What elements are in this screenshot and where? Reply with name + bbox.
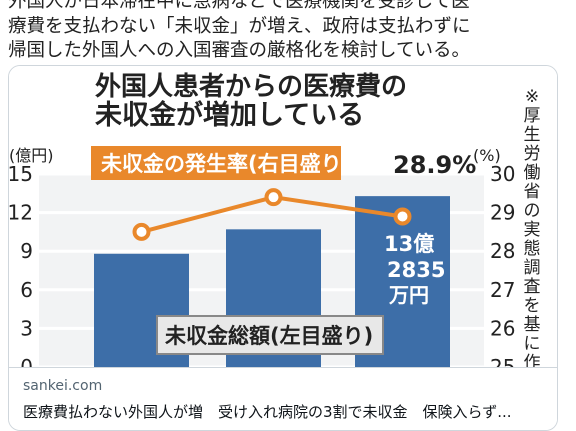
source-note-char: 生 bbox=[524, 125, 541, 145]
source-note-char: ※ bbox=[525, 87, 539, 107]
rate-point bbox=[393, 207, 412, 226]
right-tick-label: 26 bbox=[490, 316, 515, 340]
rate-legend-box bbox=[91, 146, 341, 180]
rate-point bbox=[264, 188, 283, 207]
left-tick-label: 0 bbox=[20, 355, 33, 367]
card-domain: sankei.com bbox=[23, 378, 103, 394]
source-note-char: 基 bbox=[524, 315, 541, 335]
right-tick-label: 30 bbox=[490, 162, 515, 186]
rate-last-label: 28.9% bbox=[393, 151, 476, 179]
source-note-char: 態 bbox=[524, 239, 541, 259]
source-note-char: 労 bbox=[524, 144, 541, 164]
left-tick-label: 6 bbox=[20, 278, 33, 302]
chart-image: 外国人患者からの医療費の 未収金が増加している (億円) (%) 15 12 9 6 3… bbox=[9, 66, 557, 379]
bar-last-label-1: 13億 bbox=[384, 232, 434, 256]
source-note-char: の bbox=[524, 201, 541, 221]
link-card[interactable]: 外国人患者からの医療費の 未収金が増加している (億円) (%) 15 12 9 6 3… bbox=[8, 65, 558, 431]
source-note-char: 厚 bbox=[524, 106, 541, 126]
card-footer[interactable]: sankei.com 医療費払わない外国人が増 受け入れ病院の3割で未収金 保険… bbox=[9, 367, 557, 430]
right-axis-unit: (%) bbox=[473, 146, 501, 165]
post-line: 療費を支払わない「未収金」が増え、政府は支払わずに bbox=[8, 15, 471, 37]
source-note-char: 査 bbox=[524, 277, 541, 297]
rate-points bbox=[132, 188, 412, 241]
source-note-char: 実 bbox=[524, 220, 541, 240]
left-axis-ticks: 15 12 9 6 3 0 bbox=[9, 162, 33, 379]
left-tick-label: 15 bbox=[9, 162, 33, 186]
bar-last-label-2: 2835 bbox=[387, 258, 445, 282]
post-line: 外国人が日本滞在中に急病などで医療機関を受診して医 bbox=[8, 0, 470, 12]
bar-legend-box bbox=[156, 315, 384, 355]
post-text: 外国人が日本滞在中に急病などで医療機関を受診して医 療費を支払わない「未収金」が… bbox=[8, 0, 574, 64]
left-tick-label: 3 bbox=[20, 316, 33, 340]
post-line: 帰国した外国人への入国審査の厳格化を検討している。 bbox=[8, 40, 470, 61]
source-note-char: 省 bbox=[524, 182, 541, 202]
bar-last-label-3: 万円 bbox=[388, 283, 429, 307]
right-tick-label: 29 bbox=[490, 201, 515, 225]
rate-legend-label: 未収金の発生率(右目盛り) bbox=[101, 152, 351, 176]
source-note-char: に bbox=[524, 334, 541, 354]
bars bbox=[94, 196, 450, 367]
source-note-char: 調 bbox=[524, 258, 541, 278]
left-tick-label: 9 bbox=[20, 239, 33, 263]
right-tick-label: 27 bbox=[490, 278, 515, 302]
right-axis-ticks: 30 29 28 27 26 25 bbox=[490, 162, 515, 379]
source-note-char: 働 bbox=[524, 163, 541, 183]
right-tick-label: 28 bbox=[490, 239, 515, 263]
source-note-char: を bbox=[524, 296, 541, 316]
source-note-char: 作 bbox=[524, 353, 541, 367]
left-axis-unit: (億円) bbox=[9, 146, 54, 165]
chart-title-line-1: 外国人患者からの医療費の bbox=[95, 72, 407, 102]
bar-legend-label: 未収金総額(左目盛り) bbox=[165, 324, 373, 348]
chart-svg: 外国人患者からの医療費の 未収金が増加している (億円) (%) 15 12 9 6 3… bbox=[9, 70, 541, 379]
title-box bbox=[67, 70, 477, 126]
chart-title-line-2: 未収金が増加している bbox=[95, 99, 364, 131]
card-headline[interactable]: 医療費払わない外国人が増 受け入れ病院の3割で未収金 保険入らず... bbox=[23, 403, 512, 421]
right-tick-label: 25 bbox=[490, 355, 515, 367]
rate-point bbox=[132, 222, 151, 241]
left-tick-label: 12 bbox=[9, 201, 33, 225]
